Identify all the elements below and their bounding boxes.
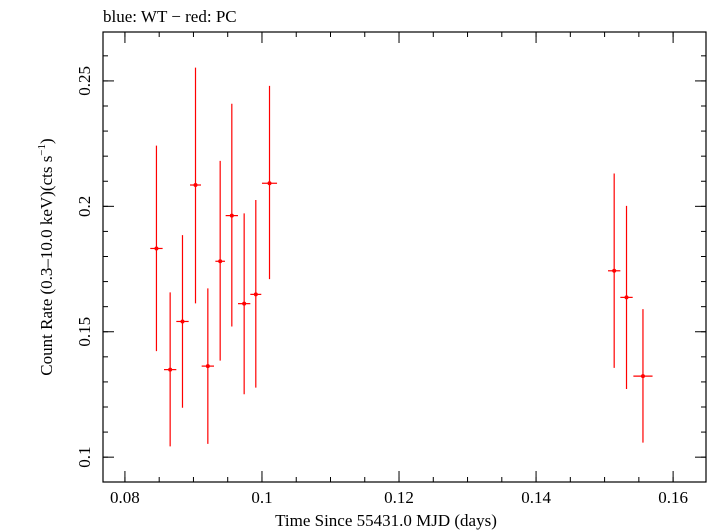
data-marker <box>624 295 629 300</box>
x-axis: 0.08 0.1 0.12 0.14 0.16 <box>110 32 688 507</box>
data-marker <box>193 183 198 188</box>
x-tick-label: 0.16 <box>658 488 688 507</box>
data-point <box>261 85 278 280</box>
data-marker <box>180 319 185 324</box>
data-marker <box>154 246 159 251</box>
data-point <box>633 309 653 443</box>
y-axis-label-exponent: −1 <box>36 144 48 156</box>
y-axis-label-end: ) <box>37 138 56 144</box>
plot-frame <box>102 31 707 483</box>
y-axis-label: Count Rate (0.3–10.0 keV)(cts s−1) <box>36 138 56 375</box>
y-tick-label: 0.1 <box>75 447 94 468</box>
data-marker <box>253 292 258 297</box>
x-tick-label: 0.14 <box>521 488 551 507</box>
data-point <box>215 160 225 361</box>
chart-title: blue: WT − red: PC <box>103 7 237 26</box>
data-point <box>150 145 163 352</box>
data-marker <box>218 259 223 264</box>
data-point <box>225 103 238 327</box>
data-point <box>190 67 201 304</box>
data-point <box>620 205 633 389</box>
x-tick-label: 0.08 <box>110 488 140 507</box>
x-axis-label: Time Since 55431.0 MJD (days) <box>275 511 497 530</box>
x-tick-label: 0.12 <box>384 488 414 507</box>
y-axis-label-main: Count Rate (0.3–10.0 keV)(cts s <box>37 156 56 376</box>
x-tick-label: 0.1 <box>251 488 272 507</box>
data-point <box>201 288 215 444</box>
data-marker <box>267 181 272 186</box>
data-series <box>150 67 653 447</box>
data-marker <box>229 213 234 218</box>
data-marker <box>242 301 247 306</box>
y-axis: 0.1 0.15 0.2 0.25 <box>75 55 706 468</box>
data-point <box>250 200 262 388</box>
data-marker <box>612 268 617 273</box>
data-point <box>176 235 189 408</box>
y-tick-label: 0.25 <box>75 66 94 96</box>
data-marker <box>168 367 173 372</box>
data-point <box>163 292 177 447</box>
y-tick-label: 0.15 <box>75 317 94 347</box>
y-tick-label: 0.2 <box>75 196 94 217</box>
data-marker <box>640 374 645 379</box>
data-point <box>608 173 621 368</box>
data-point <box>237 213 251 395</box>
data-marker <box>205 364 210 369</box>
